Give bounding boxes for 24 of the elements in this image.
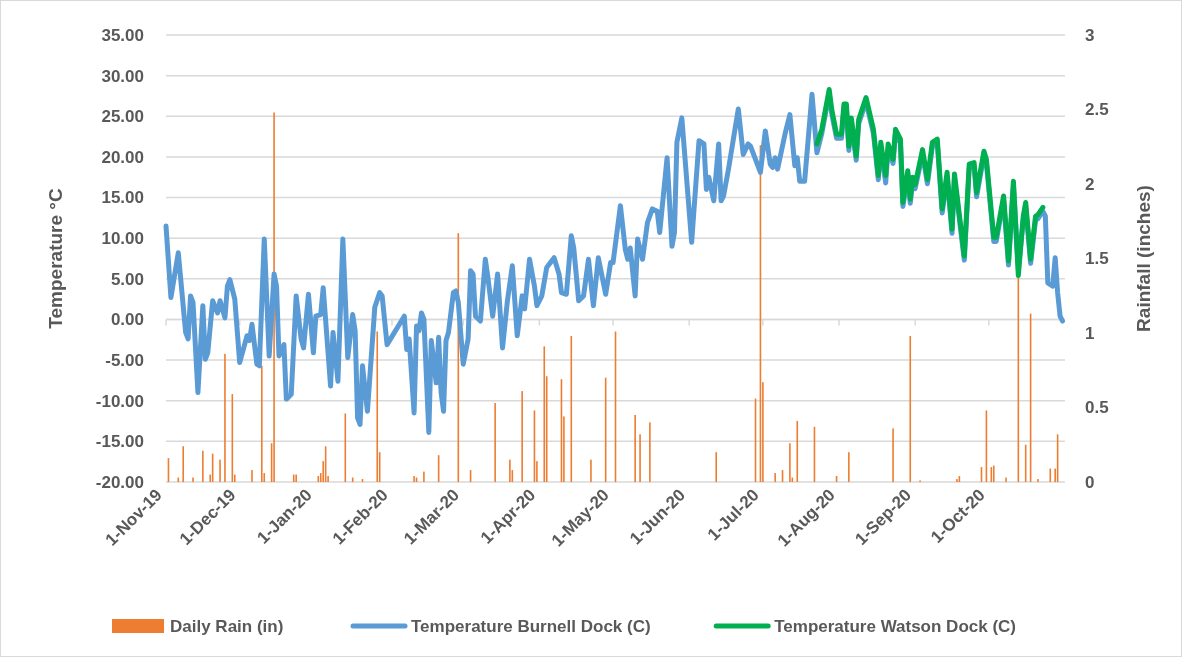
y-tick-label: -15.00 [95,432,144,452]
y-tick-label: -10.00 [95,391,144,411]
legend-label: Daily Rain (in) [170,616,284,636]
y-tick-label: -5.00 [105,351,144,371]
y2-tick-label: 0.5 [1085,398,1109,418]
y-tick-label: 5.00 [110,269,144,289]
legend-label: Temperature Watson Dock (C) [774,616,1017,636]
y-axis-title: Temperature °C [45,188,66,329]
y-tick-label: -20.00 [95,472,144,492]
y-tick-label: 25.00 [101,107,144,127]
y2-tick-label: 0 [1085,472,1095,492]
y-tick-label: 30.00 [101,66,144,86]
y-tick-label: 35.00 [101,25,144,45]
y-tick-label: 15.00 [101,188,144,208]
legend-label: Temperature Burnell Dock (C) [411,616,651,636]
y2-tick-label: 1.5 [1085,249,1109,269]
y2-axis-title: Rainfall (inches) [1133,185,1154,332]
y2-tick-label: 2 [1085,174,1095,194]
y2-tick-label: 1 [1085,323,1095,343]
y2-tick-label: 3 [1085,25,1095,45]
y-tick-label: 20.00 [101,147,144,167]
y2-tick-label: 2.5 [1085,100,1109,120]
y-tick-label: 10.00 [101,229,144,249]
y-tick-label: 0.00 [110,310,144,330]
